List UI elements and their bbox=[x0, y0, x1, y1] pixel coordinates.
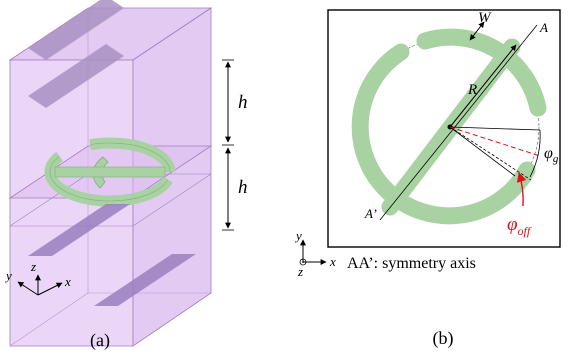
axes-triad-a: z x y bbox=[4, 259, 71, 296]
caption-a: (a) bbox=[90, 330, 110, 351]
axis-x-label-b: x bbox=[329, 254, 336, 269]
axis-start-label: A’ bbox=[364, 206, 377, 221]
width-dimension: W bbox=[469, 10, 492, 41]
height-label-1: h bbox=[238, 92, 248, 113]
bottom-strip-1 bbox=[28, 204, 130, 256]
height-dimensions: h h bbox=[222, 59, 248, 231]
gap-angle-construction: φg bbox=[447, 124, 559, 181]
top-strip-1 bbox=[28, 0, 124, 60]
width-label: W bbox=[478, 10, 492, 26]
symmetry-caption: AA’: symmetry axis bbox=[347, 255, 476, 272]
axes-triad-b: y x z bbox=[294, 228, 336, 279]
mean-radius-circle bbox=[360, 37, 540, 217]
axis-y-label-b: y bbox=[294, 228, 302, 243]
top-strip-2 bbox=[28, 44, 124, 108]
ring-arc-main bbox=[351, 43, 536, 225]
axis-z-label-b: z bbox=[297, 264, 303, 279]
caption-b: (b) bbox=[433, 328, 454, 349]
offset-angle-label: φoff bbox=[507, 214, 532, 238]
axis-z-label-a: z bbox=[30, 259, 36, 274]
symmetry-axis-line bbox=[379, 24, 538, 221]
offset-angle-construction: φoff bbox=[507, 172, 532, 238]
height-label-2: h bbox=[238, 177, 248, 198]
bottom-strip-2 bbox=[94, 254, 196, 306]
radius-label: R bbox=[467, 82, 477, 98]
radius-dimension: R bbox=[449, 44, 517, 128]
gap-angle-label: φg bbox=[544, 145, 559, 165]
ring-arc-top bbox=[416, 28, 547, 117]
axis-end-label: A bbox=[539, 20, 548, 35]
ring-resonator-3d bbox=[44, 137, 176, 207]
axis-y-label-a: y bbox=[4, 268, 12, 283]
axis-x-label-a: x bbox=[64, 274, 71, 289]
